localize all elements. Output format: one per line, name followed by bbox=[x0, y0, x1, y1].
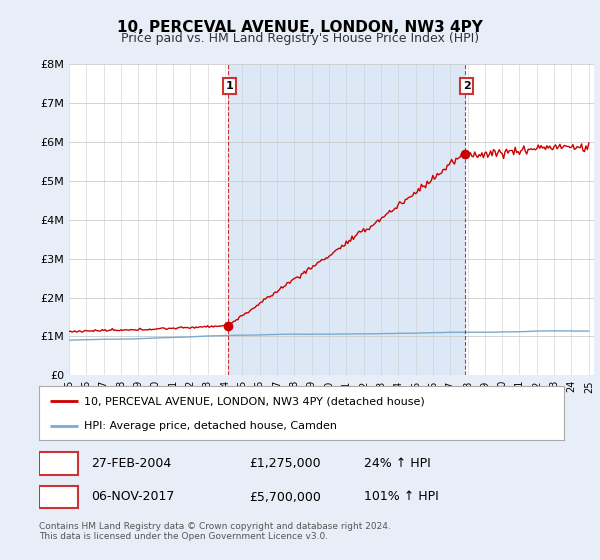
FancyBboxPatch shape bbox=[39, 452, 79, 475]
Text: 06-NOV-2017: 06-NOV-2017 bbox=[91, 491, 175, 503]
Text: 10, PERCEVAL AVENUE, LONDON, NW3 4PY (detached house): 10, PERCEVAL AVENUE, LONDON, NW3 4PY (de… bbox=[83, 396, 424, 407]
Text: 10, PERCEVAL AVENUE, LONDON, NW3 4PY: 10, PERCEVAL AVENUE, LONDON, NW3 4PY bbox=[117, 20, 483, 35]
Text: 101% ↑ HPI: 101% ↑ HPI bbox=[365, 491, 439, 503]
Text: £5,700,000: £5,700,000 bbox=[249, 491, 321, 503]
Text: 2: 2 bbox=[55, 491, 63, 503]
Text: 1: 1 bbox=[226, 81, 233, 91]
Bar bbox=[227, 64, 465, 375]
Text: 27-FEB-2004: 27-FEB-2004 bbox=[91, 457, 172, 470]
Text: 1: 1 bbox=[55, 457, 63, 470]
Text: Price paid vs. HM Land Registry's House Price Index (HPI): Price paid vs. HM Land Registry's House … bbox=[121, 32, 479, 45]
FancyBboxPatch shape bbox=[39, 486, 79, 508]
Text: Contains HM Land Registry data © Crown copyright and database right 2024.
This d: Contains HM Land Registry data © Crown c… bbox=[39, 522, 391, 542]
Text: 2: 2 bbox=[463, 81, 470, 91]
Text: 24% ↑ HPI: 24% ↑ HPI bbox=[365, 457, 431, 470]
Text: £1,275,000: £1,275,000 bbox=[249, 457, 320, 470]
Text: HPI: Average price, detached house, Camden: HPI: Average price, detached house, Camd… bbox=[83, 421, 337, 431]
